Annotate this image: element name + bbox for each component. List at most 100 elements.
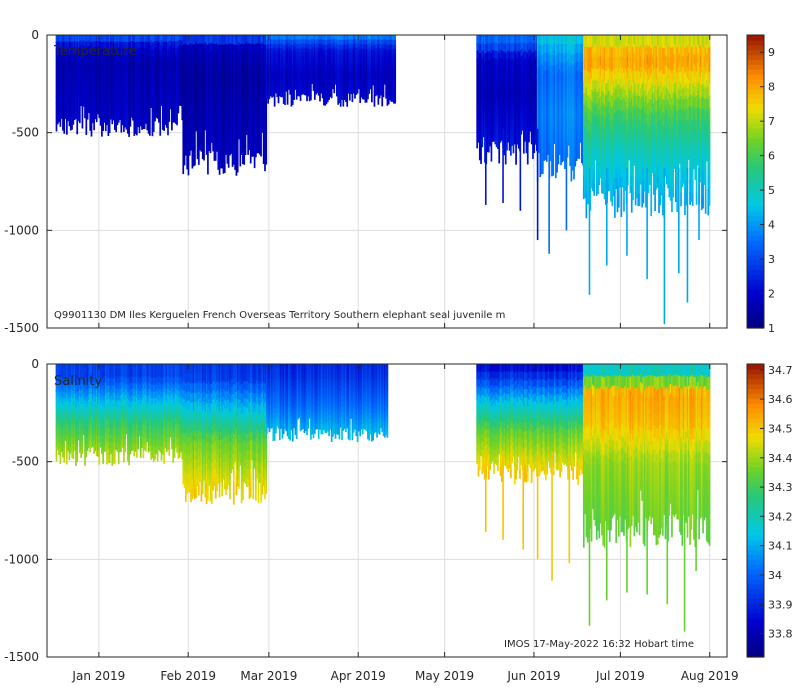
profile-cell xyxy=(230,119,233,129)
profile-cell xyxy=(232,35,235,45)
profile-cell xyxy=(186,140,189,151)
profile-cell xyxy=(89,116,92,125)
profile-cell xyxy=(66,84,68,93)
profile-column xyxy=(90,35,93,137)
profile-cell xyxy=(81,54,84,63)
profile-cell xyxy=(102,41,105,50)
profile-cell xyxy=(89,48,92,56)
profile-cell xyxy=(183,90,186,101)
profile-cell xyxy=(158,66,160,73)
profile-cell xyxy=(64,112,67,120)
profile-cell xyxy=(183,81,186,92)
profile-cell xyxy=(196,35,199,45)
profile-cell xyxy=(132,65,134,72)
profile-cell xyxy=(182,163,185,175)
profile-cell xyxy=(251,138,253,149)
profile-cell xyxy=(223,133,226,144)
profile-cell xyxy=(60,88,63,96)
profile-cell xyxy=(367,94,369,100)
profile-cell xyxy=(247,69,249,79)
profile-cell xyxy=(172,66,175,73)
profile-cell xyxy=(187,124,190,136)
profile-cell xyxy=(134,119,137,128)
profile-cell xyxy=(88,40,90,47)
profile-cell xyxy=(119,77,121,84)
profile-cell xyxy=(59,106,62,114)
profile-column xyxy=(104,35,107,132)
profile-cell xyxy=(231,110,234,120)
profile-cell xyxy=(217,121,220,132)
profile-cell xyxy=(76,77,79,85)
profile-cell xyxy=(226,108,229,118)
profile-cell xyxy=(112,95,115,103)
profile-cell xyxy=(221,149,224,160)
profile-cell xyxy=(151,85,154,94)
profile-cell xyxy=(119,89,121,96)
profile-cell xyxy=(66,35,68,43)
profile-cell xyxy=(139,60,142,68)
profile-cell xyxy=(212,51,214,61)
profile-cell xyxy=(238,131,240,140)
profile-cell xyxy=(186,149,189,160)
profile-cell xyxy=(126,112,129,120)
profile-cell xyxy=(147,35,150,43)
profile-cell xyxy=(68,54,71,62)
profile-cell xyxy=(64,58,67,66)
profile-cell xyxy=(207,35,209,46)
profile-cell xyxy=(230,136,233,146)
profile-cell xyxy=(56,111,59,118)
profile-cell xyxy=(210,119,213,128)
profile-cell xyxy=(210,104,213,113)
profile-cell xyxy=(146,75,149,83)
profile-cell xyxy=(498,153,501,164)
profile-column xyxy=(214,35,217,161)
profile-cell xyxy=(245,113,248,121)
profile-cell xyxy=(192,63,195,73)
profile-column xyxy=(177,35,180,114)
profile-cell xyxy=(262,154,265,164)
profile-cell xyxy=(97,68,99,75)
profile-cell xyxy=(107,121,110,129)
profile-cell xyxy=(128,49,130,58)
profile-cell xyxy=(265,145,268,156)
profile-cell xyxy=(141,68,143,76)
profile-cell xyxy=(68,106,71,114)
profile-cell xyxy=(59,61,62,69)
profile-cell xyxy=(232,155,235,165)
profile-cell xyxy=(152,69,155,77)
profile-cell xyxy=(261,76,264,85)
profile-cell xyxy=(62,41,64,50)
profile-cell xyxy=(111,91,114,99)
profile-cell xyxy=(191,101,194,112)
profile-cell xyxy=(238,86,240,95)
profile-cell xyxy=(244,111,247,121)
profile-cell xyxy=(235,145,238,156)
profile-cell xyxy=(169,71,172,78)
profile-column xyxy=(146,35,149,131)
profile-cell xyxy=(63,49,66,57)
profile-cell xyxy=(111,47,114,55)
profile-cell xyxy=(94,40,97,48)
profile-cell xyxy=(159,113,162,122)
profile-cell xyxy=(255,139,257,149)
profile-cell xyxy=(239,109,242,120)
profile-cell xyxy=(136,56,138,65)
profile-cell xyxy=(190,59,192,69)
profile-cell xyxy=(165,74,168,82)
profile-cell xyxy=(94,64,97,72)
profile-cell xyxy=(227,91,230,102)
profile-column xyxy=(248,35,251,151)
profile-cell xyxy=(205,43,208,53)
profile-cell xyxy=(203,70,205,81)
profile-cell xyxy=(238,79,240,88)
profile-cell xyxy=(200,101,203,111)
profile-cell xyxy=(264,112,266,123)
profile-column xyxy=(253,35,256,169)
profile-cell xyxy=(143,95,146,103)
profile-cell xyxy=(218,94,221,106)
profile-cell xyxy=(82,35,85,41)
profile-cell xyxy=(216,134,218,144)
profile-cell xyxy=(80,95,82,102)
profile-cell xyxy=(71,122,73,130)
profile-cell xyxy=(188,120,191,130)
